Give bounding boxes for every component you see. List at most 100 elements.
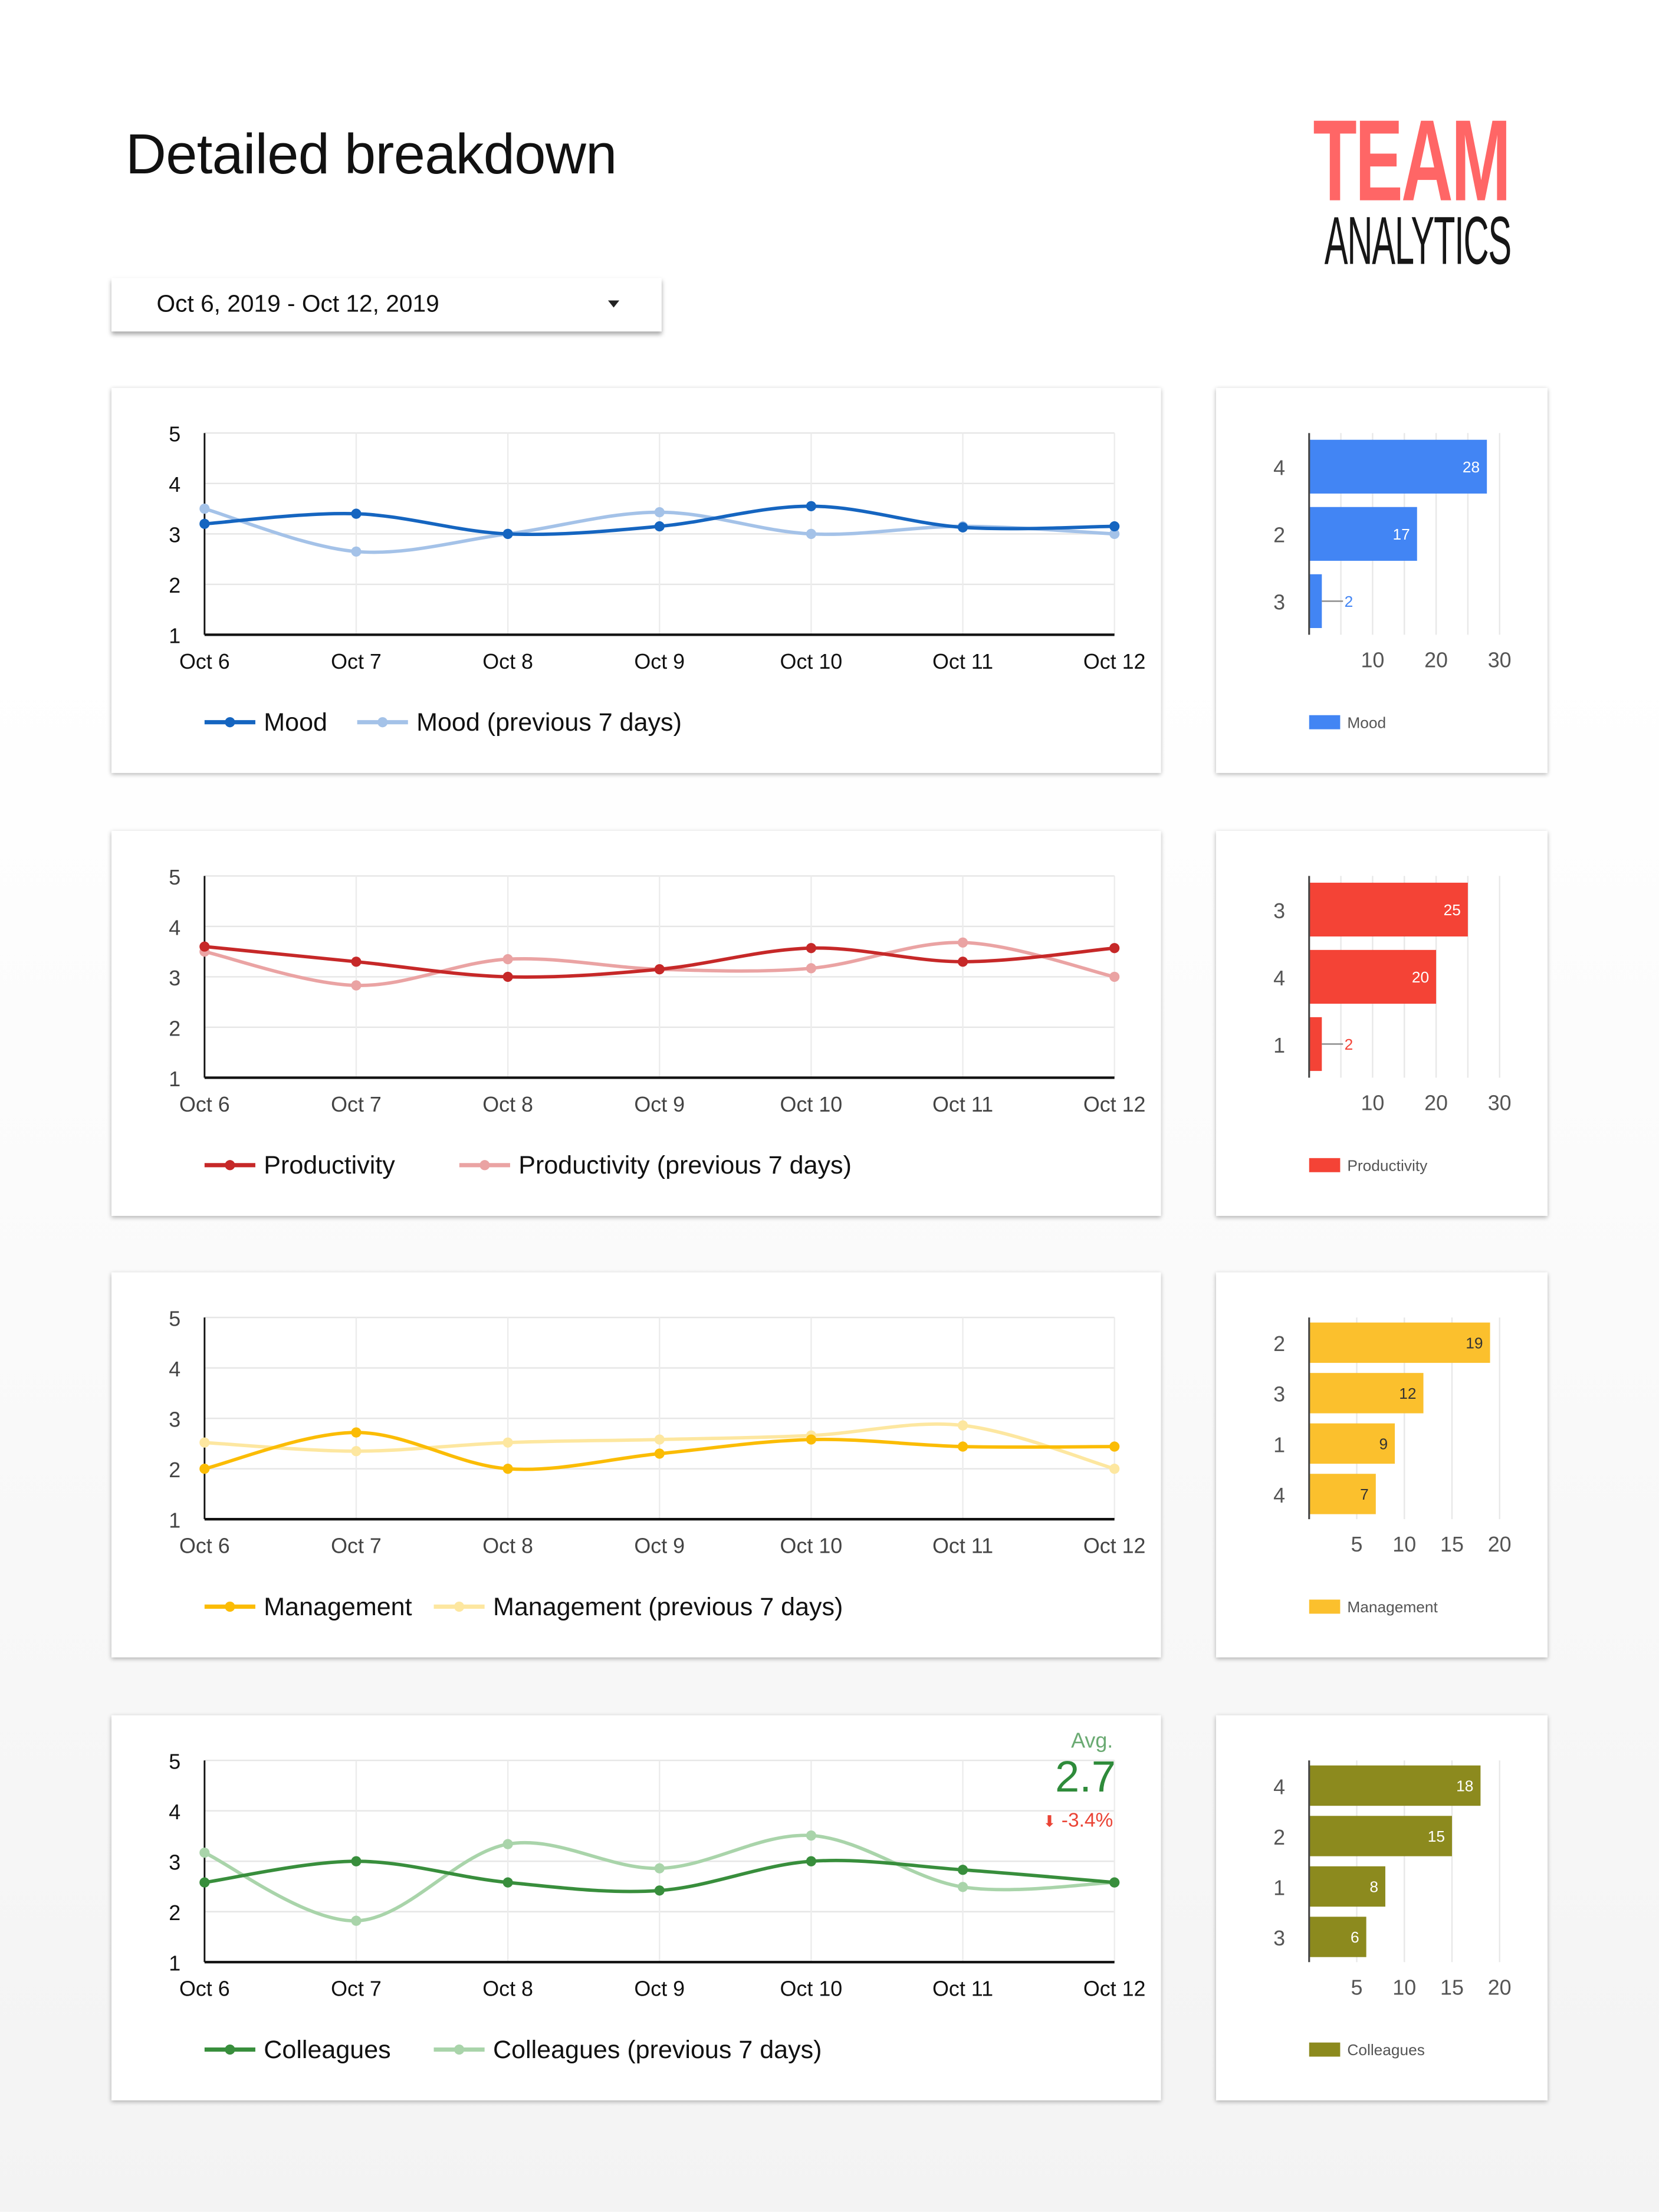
data-point-series-0[interactable]	[199, 1876, 210, 1887]
data-point-series-1[interactable]	[199, 504, 210, 514]
data-point-series-0[interactable]	[654, 1885, 665, 1895]
bar[interactable]	[1309, 1016, 1322, 1070]
bar[interactable]	[1309, 1474, 1376, 1514]
data-point-series-1[interactable]	[351, 1915, 362, 1925]
data-point-series-0[interactable]	[351, 1855, 362, 1866]
y-tick-label: 5	[169, 865, 180, 889]
data-point-series-0[interactable]	[199, 518, 210, 529]
data-point-series-1[interactable]	[806, 962, 817, 973]
data-point-series-1[interactable]	[351, 1446, 362, 1457]
legend-item-1[interactable]: Management (previous 7 days)	[433, 1593, 843, 1621]
data-point-series-0[interactable]	[502, 971, 513, 981]
data-point-series-0[interactable]	[957, 522, 968, 533]
bar[interactable]	[1309, 1815, 1452, 1856]
data-point-series-0[interactable]	[806, 942, 817, 953]
bar[interactable]	[1309, 507, 1417, 561]
legend-item-0[interactable]: Productivity	[204, 1151, 395, 1179]
data-point-series-0[interactable]	[502, 528, 513, 539]
data-point-series-0[interactable]	[1109, 942, 1120, 953]
legend-item[interactable]: Productivity	[1309, 1156, 1428, 1174]
data-point-series-1[interactable]	[199, 1437, 210, 1448]
data-point-series-0[interactable]	[1109, 1441, 1120, 1452]
data-point-series-0[interactable]	[957, 1863, 968, 1875]
y-category-label: 2	[1273, 524, 1285, 547]
data-point-series-0[interactable]	[806, 1434, 817, 1445]
legend-item[interactable]: Colleagues	[1309, 2040, 1425, 2058]
legend: Colleagues Colleagues (previous 7 days)	[204, 2035, 822, 2063]
y-category-label: 1	[1273, 1033, 1285, 1057]
data-point-series-1[interactable]	[1109, 528, 1120, 539]
legend-item-1[interactable]: Colleagues (previous 7 days)	[433, 2035, 822, 2063]
data-point-series-1[interactable]	[1109, 971, 1120, 981]
data-point-series-0[interactable]	[957, 955, 968, 967]
data-point-series-0[interactable]	[654, 521, 665, 532]
data-point-series-0[interactable]	[806, 501, 817, 511]
legend-label: Management	[1347, 1598, 1438, 1616]
x-tick-label: 15	[1440, 1975, 1464, 1999]
bar[interactable]	[1309, 1423, 1395, 1464]
bar[interactable]	[1309, 949, 1437, 1003]
kpi-label: Avg.	[1071, 1728, 1113, 1753]
team-analytics-logo: TEAM ANALYTICS	[1270, 104, 1512, 277]
bar[interactable]	[1309, 1764, 1481, 1805]
data-point-series-0[interactable]	[502, 1464, 513, 1474]
legend-item-0[interactable]: Mood	[204, 708, 327, 737]
bar[interactable]	[1309, 439, 1487, 494]
x-tick-label: 10	[1361, 648, 1384, 672]
legend-item-1[interactable]: Mood (previous 7 days)	[357, 708, 682, 737]
legend-item-0[interactable]: Management	[204, 1593, 412, 1621]
x-tick-label: Oct 10	[780, 1092, 843, 1116]
data-point-series-0[interactable]	[957, 1441, 968, 1452]
caret-down-icon[interactable]	[607, 300, 620, 308]
data-point-series-0[interactable]	[351, 1427, 362, 1438]
legend-item-0[interactable]: Colleagues	[204, 2035, 391, 2063]
kpi-change: ⬇︎ -3.4%	[1043, 1807, 1113, 1830]
x-tick-label: Oct 12	[1083, 1976, 1146, 2000]
data-point-series-1[interactable]	[502, 953, 513, 964]
y-category-label: 4	[1273, 1484, 1285, 1507]
bar[interactable]	[1309, 1373, 1424, 1414]
bar[interactable]	[1309, 1865, 1385, 1907]
data-point-series-0[interactable]	[1109, 1876, 1120, 1887]
data-point-series-1[interactable]	[502, 1838, 513, 1849]
x-tick-label: Oct 8	[482, 650, 533, 673]
data-point-series-0[interactable]	[502, 1876, 513, 1887]
data-point-series-1[interactable]	[806, 1829, 817, 1840]
data-point-series-1[interactable]	[199, 1846, 210, 1858]
y-tick-label: 3	[169, 966, 180, 990]
legend-item[interactable]: Management	[1309, 1598, 1438, 1616]
data-point-series-0[interactable]	[199, 1464, 210, 1474]
y-tick-label: 3	[169, 524, 180, 547]
date-range-picker[interactable]: Oct 6, 2019 - Oct 12, 2019	[111, 278, 662, 332]
data-point-series-0[interactable]	[351, 508, 362, 519]
data-point-series-1[interactable]	[957, 1420, 968, 1431]
y-category-label: 2	[1273, 1825, 1285, 1849]
data-point-series-0[interactable]	[654, 1448, 665, 1459]
legend-item[interactable]: Mood	[1309, 714, 1386, 731]
y-tick-label: 2	[169, 574, 180, 597]
data-point-series-0[interactable]	[654, 963, 665, 974]
data-point-series-1[interactable]	[351, 546, 362, 557]
bar[interactable]	[1309, 1916, 1366, 1957]
data-point-series-1[interactable]	[806, 528, 817, 539]
data-point-series-0[interactable]	[351, 955, 362, 967]
bar[interactable]	[1309, 1322, 1490, 1363]
data-point-series-0[interactable]	[806, 1855, 817, 1866]
data-point-series-0[interactable]	[199, 941, 210, 951]
data-point-series-1[interactable]	[957, 1881, 968, 1892]
data-point-series-1[interactable]	[351, 980, 362, 990]
bar[interactable]	[1309, 882, 1468, 936]
data-point-series-1[interactable]	[502, 1437, 513, 1448]
bar-value-label: 17	[1393, 525, 1410, 543]
data-point-series-1[interactable]	[1109, 1464, 1120, 1474]
data-point-series-1[interactable]	[654, 507, 665, 518]
x-tick-label: Oct 12	[1083, 1534, 1146, 1558]
bar[interactable]	[1309, 574, 1322, 628]
data-point-series-1[interactable]	[654, 1862, 665, 1873]
data-point-series-1[interactable]	[654, 1434, 665, 1445]
data-point-series-0[interactable]	[1109, 521, 1120, 532]
data-point-series-1[interactable]	[957, 936, 968, 947]
y-tick-label: 2	[169, 1016, 180, 1040]
legend-item-1[interactable]: Productivity (previous 7 days)	[459, 1151, 852, 1179]
